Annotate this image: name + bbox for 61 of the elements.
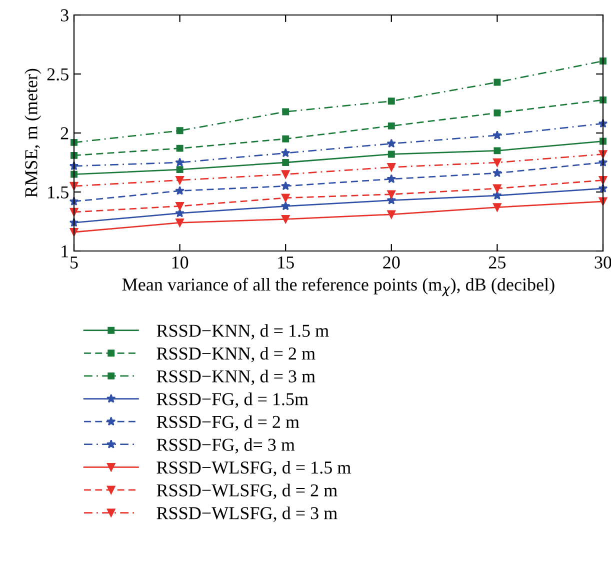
legend-label: RSSD−KNN, d = 2 m: [156, 346, 316, 362]
point: [70, 170, 78, 178]
point: [281, 194, 290, 202]
point: [280, 201, 290, 210]
point: [280, 181, 290, 190]
point: [282, 159, 290, 166]
legend-label: RSSD−FG, d= 3 m: [156, 438, 295, 454]
point: [281, 214, 290, 224]
point: [176, 176, 184, 184]
x-tick-label: 20: [383, 256, 400, 269]
legend-label: RSSD−KNN, d = 1.5 m: [156, 324, 329, 340]
x-tick-label: 15: [278, 256, 294, 269]
legend-label: RSSD−WLSFG, d = 2 m: [156, 484, 338, 500]
point: [387, 163, 396, 172]
point: [493, 203, 502, 212]
x-axis-title: Mean variance of all the reference points (m$_{χ}$), dB (decibel): [122, 278, 554, 296]
point: [492, 168, 502, 178]
point: [387, 190, 396, 199]
point: [492, 130, 502, 140]
legend-label: RSSD−KNN, d = 3 m: [156, 370, 316, 386]
y-tick-label: 3: [60, 9, 68, 22]
legend-label: RSSD−FG, d = 1.5m: [156, 392, 308, 408]
point: [494, 109, 501, 116]
y-tick-label: 2: [60, 127, 68, 140]
point: [388, 122, 395, 130]
x-tick-label: 5: [70, 256, 78, 269]
point: [494, 147, 501, 154]
point: [176, 166, 184, 174]
point: [70, 138, 78, 146]
y-tick-label: 1: [62, 245, 68, 258]
legend-label: RSSD−WLSFG, d = 1.5 m: [156, 460, 351, 476]
y-tick-label: 2.5: [47, 68, 68, 81]
point: [70, 152, 78, 159]
y-axis-title: RMSE, m (meter): [24, 68, 42, 198]
point: [175, 186, 184, 195]
point: [176, 202, 184, 210]
point: [600, 96, 606, 104]
point: [176, 144, 184, 152]
legend-label: RSSD−FG, d = 2 m: [156, 415, 300, 431]
x-tick-label: 10: [172, 256, 188, 269]
point: [493, 184, 502, 193]
point: [281, 170, 290, 178]
point: [176, 127, 184, 134]
point: [388, 98, 395, 105]
point: [494, 78, 501, 86]
point: [386, 138, 396, 148]
point: [388, 150, 395, 158]
x-tick-label: 25: [488, 256, 506, 269]
point: [175, 158, 184, 167]
point: [600, 58, 606, 64]
point: [386, 174, 396, 184]
point: [282, 135, 290, 142]
x-tick-label: 30: [594, 256, 611, 269]
y-tick-label: 1.5: [48, 186, 68, 199]
point: [176, 218, 184, 227]
point: [492, 190, 502, 200]
point: [387, 210, 396, 219]
legend-label: RSSD−WLSFG, d = 3 m: [156, 506, 338, 522]
point: [280, 148, 290, 158]
point: [282, 108, 290, 116]
point: [493, 158, 502, 167]
